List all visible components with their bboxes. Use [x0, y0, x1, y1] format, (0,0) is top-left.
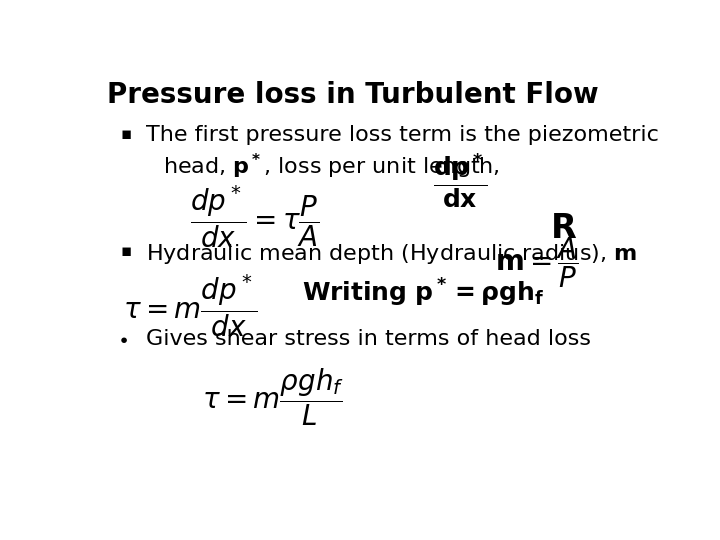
Text: $\bullet$: $\bullet$ — [117, 329, 127, 348]
Text: Gives shear stress in terms of head loss: Gives shear stress in terms of head loss — [145, 329, 591, 349]
Text: ▪: ▪ — [121, 241, 132, 260]
Text: $\tau = m\dfrac{dp^*}{dx}$: $\tau = m\dfrac{dp^*}{dx}$ — [124, 273, 258, 339]
Text: The first pressure loss term is the piezometric: The first pressure loss term is the piez… — [145, 125, 659, 145]
Text: $\mathbf{R}$: $\mathbf{R}$ — [550, 212, 577, 245]
Text: $\dfrac{dp^*}{dx} = \tau\dfrac{P}{A}$: $\dfrac{dp^*}{dx} = \tau\dfrac{P}{A}$ — [190, 183, 320, 250]
Text: $\mathbf{\dfrac{dp^*}{dx}}$: $\mathbf{\dfrac{dp^*}{dx}}$ — [433, 152, 488, 211]
Text: $\mathbf{Writing}\ \mathbf{p^* = \rho g h_f}$: $\mathbf{Writing}\ \mathbf{p^* = \rho g … — [302, 277, 544, 309]
Text: $\tau = m\dfrac{\rho g h_f}{L}$: $\tau = m\dfrac{\rho g h_f}{L}$ — [202, 366, 343, 428]
Text: Pressure loss in Turbulent Flow: Pressure loss in Turbulent Flow — [107, 82, 598, 110]
Text: head, $\mathbf{p^*}$, loss per unit length,: head, $\mathbf{p^*}$, loss per unit leng… — [163, 152, 500, 181]
Text: $\mathbf{m} = \dfrac{A}{P}$: $\mathbf{m} = \dfrac{A}{P}$ — [495, 235, 578, 290]
Text: Hydraulic mean depth (Hydraulic radius), $\mathbf{m}$: Hydraulic mean depth (Hydraulic radius),… — [145, 241, 636, 266]
Text: ▪: ▪ — [121, 125, 132, 143]
